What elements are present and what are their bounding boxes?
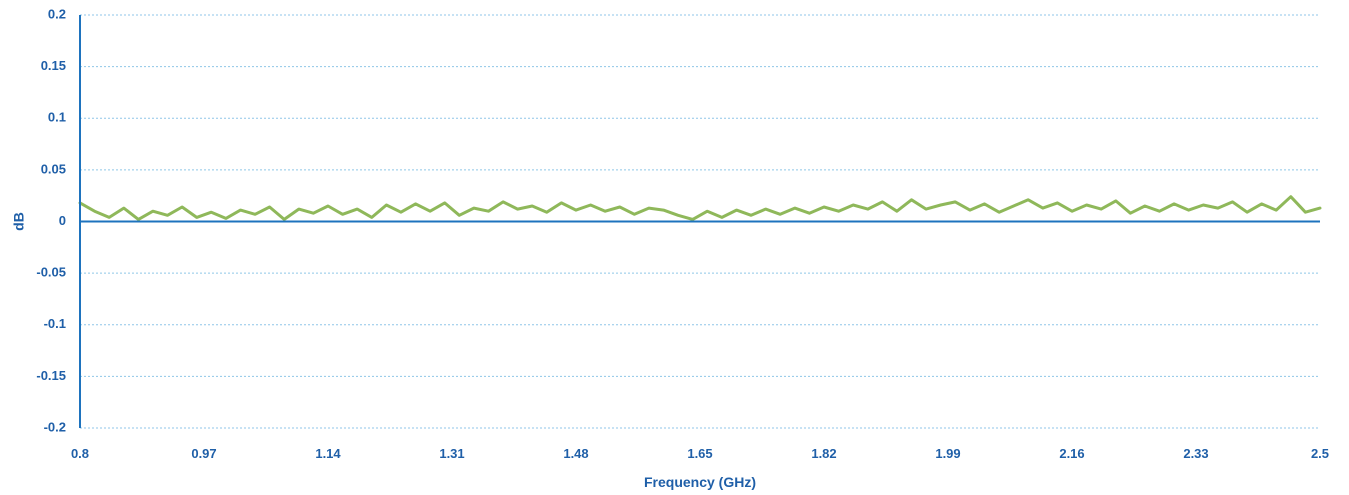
x-tick-label: 1.82 — [811, 446, 836, 461]
x-tick-label: 0.8 — [71, 446, 89, 461]
series-line — [78, 195, 1322, 221]
x-tick-label: 1.31 — [439, 446, 464, 461]
x-tick-label: 2.33 — [1183, 446, 1208, 461]
x-tick-label: 2.5 — [1311, 446, 1329, 461]
y-tick-label: 0.1 — [48, 110, 66, 125]
y-tick-label: -0.15 — [36, 368, 66, 383]
x-axis-title: Frequency (GHz) — [644, 474, 756, 490]
y-tick-label: 0.2 — [48, 6, 66, 21]
x-tick-label: 1.99 — [935, 446, 960, 461]
x-tick-label: 0.97 — [191, 446, 216, 461]
gridlines — [80, 14, 1320, 429]
y-axis-title: dB — [11, 212, 27, 231]
x-tick-label: 2.16 — [1059, 446, 1084, 461]
y-tick-label: -0.1 — [44, 316, 66, 331]
series-layer — [78, 195, 1322, 221]
y-tick-label: -0.05 — [36, 265, 66, 280]
x-tick-label: 1.48 — [563, 446, 588, 461]
y-tick-label: -0.2 — [44, 419, 66, 434]
y-tick-label: 0.05 — [41, 161, 66, 176]
y-tick-label: 0.15 — [41, 58, 66, 73]
x-tick-label: 1.65 — [687, 446, 712, 461]
x-tick-label: 1.14 — [315, 446, 341, 461]
y-tick-labels: 0.2 0.15 0.1 0.05 0 -0.05 -0.1 -0.15 -0.2 — [36, 6, 66, 434]
x-tick-labels: 0.8 0.97 1.14 1.31 1.48 1.65 1.82 1.99 2.16 2.33 2… — [71, 446, 1329, 461]
y-tick-label: 0 — [59, 213, 66, 228]
